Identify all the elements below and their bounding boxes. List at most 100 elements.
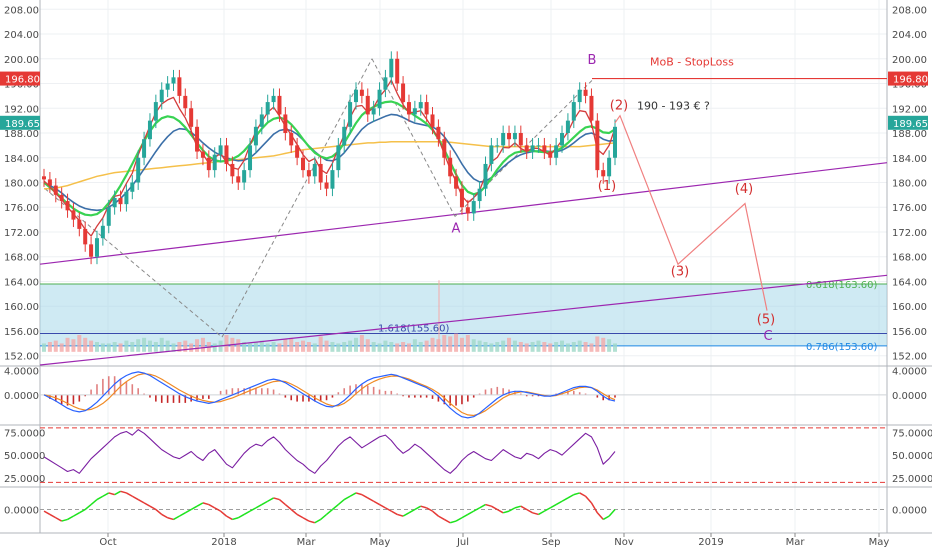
price-tick-right-0: 152.00 [892, 352, 927, 363]
osc-seg-52 [349, 492, 357, 497]
wave-label-impulse-3: (4) [735, 182, 753, 197]
osc-seg-7 [84, 503, 92, 511]
volume-bar-10 [100, 343, 105, 352]
candle-body-6 [77, 219, 82, 229]
volume-bar-89 [565, 343, 570, 352]
osc-seg-33 [237, 513, 245, 519]
candle-body-16 [136, 157, 141, 183]
price-tick-right-7: 180.00 [892, 179, 927, 190]
price-tick-left-4: 168.00 [4, 253, 39, 264]
price-badge-left-bg-1 [0, 115, 40, 130]
osc-seg-29 [214, 507, 221, 512]
wave-label-impulse-1: (2) [610, 99, 628, 114]
osc-seg-35 [249, 507, 257, 512]
candle-body-46 [312, 163, 317, 177]
candle-body-1 [47, 179, 52, 186]
candle-body-85 [542, 145, 547, 152]
osc-seg-17 [143, 502, 151, 507]
macd-tick-right-0: 4.0000 [892, 367, 927, 378]
osc-tick-left-0: 0.0000 [4, 506, 39, 517]
candle-body-19 [153, 102, 158, 121]
candle-body-39 [271, 95, 276, 103]
price-tick-left-3: 164.00 [4, 277, 39, 288]
volume-bar-68 [442, 335, 447, 352]
candle-body-68 [442, 139, 447, 158]
volume-bar-93 [589, 343, 594, 352]
wave-label-B: B [588, 53, 597, 68]
price-badge-left-0: 196.80 [5, 75, 40, 86]
price-tick-left-12: 200.00 [4, 55, 39, 66]
sma-red [43, 79, 616, 237]
osc-seg-24 [184, 508, 192, 514]
fib-label-2: 0.786(153.60) [806, 342, 878, 353]
price-tick-right-6: 176.00 [892, 203, 927, 214]
osc-seg-84 [538, 510, 545, 516]
x-tick-0: Oct [99, 537, 116, 548]
osc-seg-9 [96, 495, 104, 501]
osc-seg-8 [90, 499, 98, 506]
price-tick-right-14: 208.00 [892, 5, 927, 16]
volume-bar-60 [395, 343, 400, 352]
candle-body-35 [248, 145, 253, 171]
candle-body-83 [530, 145, 535, 152]
candle-body-22 [171, 77, 176, 84]
volume-bar-35 [248, 343, 253, 352]
osc-seg-58 [385, 507, 392, 512]
volume-bar-94 [595, 336, 600, 352]
osc-seg-93 [590, 502, 598, 514]
volume-bar-37 [259, 340, 264, 352]
volume-bar-57 [377, 343, 382, 352]
price-tick-right-1: 156.00 [892, 327, 927, 338]
volume-bar-79 [507, 337, 512, 352]
osc-seg-54 [361, 493, 369, 499]
trend-lines [39, 162, 888, 366]
volume-bar-16 [136, 339, 141, 352]
candle-body-25 [189, 108, 194, 127]
candle-body-97 [613, 126, 617, 158]
rsi-tick-right-1: 50.0000 [892, 451, 932, 462]
volume-bar-23 [177, 342, 182, 352]
osc-seg-15 [131, 495, 139, 501]
price-badge-right-0: 196.80 [893, 75, 928, 86]
volume-bar-72 [465, 335, 470, 352]
volume-bar-55 [365, 339, 370, 352]
price-badge-right-1: 189.65 [893, 119, 928, 130]
volume-bar-4 [65, 337, 70, 352]
osc-seg-30 [220, 510, 227, 517]
candle-body-58 [383, 77, 388, 90]
candle-body-23 [177, 77, 182, 96]
osc-seg-25 [190, 505, 198, 511]
volume-bar-75 [483, 342, 488, 352]
osc-seg-49 [331, 503, 339, 511]
osc-seg-82 [526, 508, 533, 514]
volume-bar-66 [430, 337, 435, 352]
volume-bar-38 [265, 343, 270, 352]
candle-body-43 [295, 145, 300, 158]
x-tick-6: Nov [614, 537, 634, 548]
candle-body-92 [583, 89, 588, 96]
candle-body-55 [365, 95, 370, 115]
volume-bar-85 [542, 342, 547, 352]
osc-seg-53 [355, 492, 363, 496]
osc-seg-1 [49, 513, 57, 519]
volume-bar-62 [406, 343, 411, 352]
volume-bar-7 [83, 337, 88, 352]
rsi-line [43, 429, 616, 474]
osc-seg-69 [449, 520, 457, 524]
volume-bar-33 [236, 339, 241, 352]
price-tick-left-2: 160.00 [4, 302, 39, 313]
price-tick-right-12: 200.00 [892, 55, 927, 66]
candle-body-76 [489, 145, 494, 164]
volume-bar-44 [301, 340, 306, 352]
volume-bar-81 [518, 342, 523, 352]
volume-bar-8 [89, 340, 94, 352]
candle-body-18 [147, 120, 152, 140]
volume-bar-69 [448, 336, 453, 352]
volume-bar-86 [548, 343, 553, 352]
volume-bar-56 [371, 342, 376, 352]
candle-body-45 [306, 170, 311, 177]
price-tick-right-3: 164.00 [892, 277, 927, 288]
volume-bar-53 [353, 337, 358, 352]
osc-seg-80 [514, 505, 522, 509]
